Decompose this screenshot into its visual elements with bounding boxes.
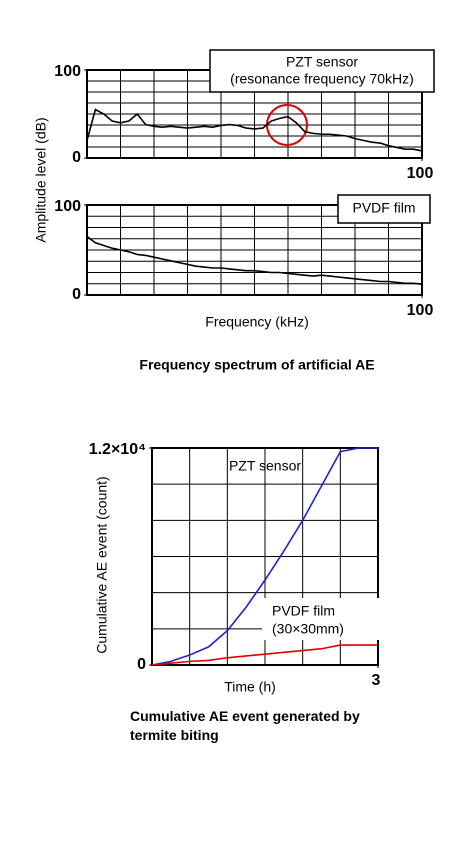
x-tick-label: 100 (407, 302, 434, 319)
y-tick-label: 100 (54, 63, 81, 80)
y-tick-label: 1.2×10⁴ (89, 441, 146, 458)
y-tick-label: 0 (72, 149, 81, 166)
legend-label: PZT sensor (229, 458, 301, 474)
legend-box (337, 194, 431, 224)
legend-label: PVDF film (353, 200, 416, 216)
y-tick-label: 0 (72, 286, 81, 303)
legend-box (262, 598, 380, 640)
legend-label: PVDF film (272, 603, 335, 619)
y-tick-label: 100 (54, 198, 81, 215)
plot-frame (86, 204, 423, 296)
caption: Frequency spectrum of artificial AE (139, 357, 374, 373)
annotation: (resonance frequency 70kHz) (230, 71, 414, 87)
series-line (86, 235, 423, 285)
x-tick-label: 100 (407, 165, 434, 182)
y-axis-label: Cumulative AE event (count) (94, 476, 110, 653)
y-axis-label: Amplitude level (dB) (33, 117, 49, 242)
series-line (86, 108, 423, 152)
x-tick-label: 3 (372, 672, 381, 689)
legend-box (209, 49, 435, 93)
series-line (151, 644, 378, 666)
x-axis-label: Frequency (kHz) (205, 314, 308, 330)
annotation: (30×30mm) (272, 621, 344, 637)
y-tick-label: 0 (137, 656, 146, 673)
plot-frame (151, 447, 379, 666)
caption: Cumulative AE event generated by termite … (130, 708, 360, 743)
legend-label: PZT sensor (286, 54, 358, 70)
series-line (151, 447, 378, 666)
x-axis-label: Time (h) (224, 679, 276, 695)
